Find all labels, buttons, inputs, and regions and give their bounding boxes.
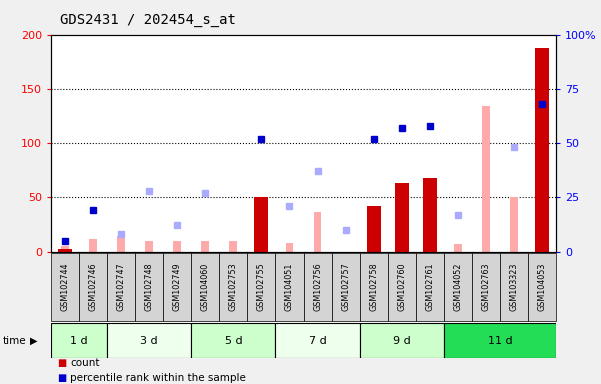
Bar xyxy=(367,206,380,252)
Text: GSM102757: GSM102757 xyxy=(341,263,350,311)
Text: GSM102755: GSM102755 xyxy=(257,263,266,311)
Bar xyxy=(248,253,275,321)
Bar xyxy=(395,183,409,252)
Text: GSM103323: GSM103323 xyxy=(510,263,518,311)
Text: ▶: ▶ xyxy=(30,336,37,346)
Bar xyxy=(117,236,125,252)
Text: GSM104052: GSM104052 xyxy=(453,263,462,311)
Bar xyxy=(444,323,556,358)
Bar xyxy=(423,178,437,252)
Text: 7 d: 7 d xyxy=(309,336,326,346)
Text: 1 d: 1 d xyxy=(70,336,88,346)
Bar xyxy=(388,253,416,321)
Text: 3 d: 3 d xyxy=(141,336,158,346)
Bar xyxy=(201,241,209,252)
Text: GSM104060: GSM104060 xyxy=(201,263,210,311)
Text: GSM102744: GSM102744 xyxy=(61,263,70,311)
Bar xyxy=(359,253,388,321)
Text: GSM104053: GSM104053 xyxy=(537,263,546,311)
Text: ■: ■ xyxy=(57,373,66,383)
Bar xyxy=(285,243,293,252)
Bar xyxy=(500,253,528,321)
Text: GSM102749: GSM102749 xyxy=(173,263,182,311)
Bar xyxy=(332,253,359,321)
Text: count: count xyxy=(70,358,100,368)
Bar xyxy=(145,241,153,252)
Bar xyxy=(416,253,444,321)
Text: GSM104051: GSM104051 xyxy=(285,263,294,311)
Bar xyxy=(304,253,332,321)
Bar xyxy=(472,253,500,321)
Text: GSM102763: GSM102763 xyxy=(481,263,490,311)
Text: 11 d: 11 d xyxy=(487,336,512,346)
Bar xyxy=(275,253,304,321)
Bar xyxy=(230,241,237,252)
Bar xyxy=(275,323,359,358)
Bar xyxy=(359,323,444,358)
Text: 9 d: 9 d xyxy=(393,336,410,346)
Bar xyxy=(510,197,518,252)
Bar xyxy=(528,253,556,321)
Text: ■: ■ xyxy=(57,358,66,368)
Text: 5 d: 5 d xyxy=(225,336,242,346)
Bar xyxy=(535,48,549,252)
Bar xyxy=(51,323,107,358)
Text: GSM102746: GSM102746 xyxy=(89,263,97,311)
Bar xyxy=(191,253,219,321)
Text: GSM102748: GSM102748 xyxy=(145,263,154,311)
Bar xyxy=(61,246,69,252)
Bar xyxy=(163,253,191,321)
Bar xyxy=(254,197,269,252)
Bar xyxy=(314,212,322,252)
Bar xyxy=(51,253,79,321)
Text: GSM102753: GSM102753 xyxy=(229,263,238,311)
Text: GSM102761: GSM102761 xyxy=(426,263,434,311)
Bar xyxy=(79,253,107,321)
Text: GSM102760: GSM102760 xyxy=(397,263,406,311)
Bar xyxy=(444,253,472,321)
Text: percentile rank within the sample: percentile rank within the sample xyxy=(70,373,246,383)
Text: GSM102758: GSM102758 xyxy=(369,263,378,311)
Bar xyxy=(135,253,163,321)
Bar xyxy=(107,253,135,321)
Bar xyxy=(454,244,462,252)
Bar xyxy=(173,241,182,252)
Bar xyxy=(89,238,97,252)
Bar xyxy=(107,323,191,358)
Text: GSM102747: GSM102747 xyxy=(117,263,126,311)
Bar xyxy=(219,253,248,321)
Bar xyxy=(482,106,490,252)
Bar xyxy=(257,238,266,252)
Bar xyxy=(191,323,275,358)
Text: GSM102756: GSM102756 xyxy=(313,263,322,311)
Bar xyxy=(58,249,72,252)
Text: time: time xyxy=(3,336,26,346)
Text: GDS2431 / 202454_s_at: GDS2431 / 202454_s_at xyxy=(60,13,236,27)
